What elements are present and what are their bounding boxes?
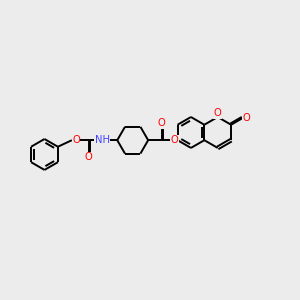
Text: O: O (85, 152, 92, 162)
Text: O: O (214, 108, 222, 118)
Text: O: O (158, 118, 166, 128)
Text: O: O (171, 135, 178, 145)
Text: O: O (72, 135, 80, 145)
Text: O: O (242, 113, 250, 123)
Text: NH: NH (95, 135, 110, 145)
